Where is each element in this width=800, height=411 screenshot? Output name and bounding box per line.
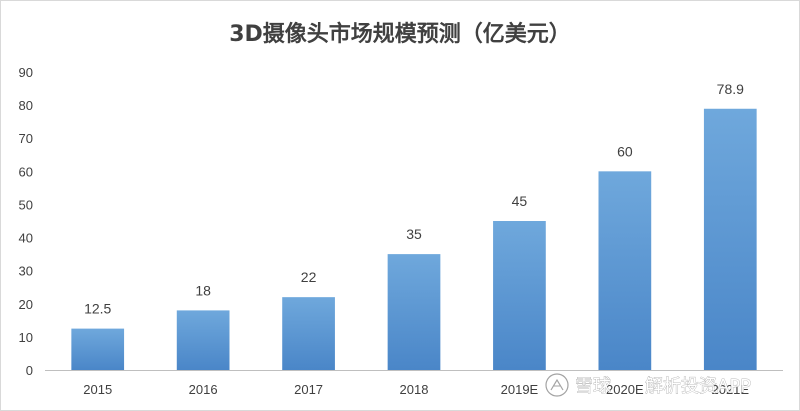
x-tick-label: 2015 <box>83 382 112 397</box>
bar-2015 <box>71 328 125 370</box>
snowball-logo-icon <box>545 373 569 397</box>
y-tick-label: 60 <box>19 164 33 179</box>
x-tick-label: 2020E <box>606 382 644 397</box>
data-label: 12.5 <box>84 301 111 317</box>
data-label: 60 <box>617 143 633 159</box>
bar-2017 <box>282 297 335 370</box>
bar-2018 <box>387 254 441 370</box>
x-tick-label: 2018 <box>400 382 429 397</box>
y-tick-label: 20 <box>19 297 33 312</box>
y-tick-label: 90 <box>19 65 33 80</box>
data-label: 18 <box>195 282 211 298</box>
y-axis-ticks: 0 10 20 30 40 50 60 70 80 90 <box>19 65 33 378</box>
x-tick-label: 2021E <box>711 382 749 397</box>
y-tick-label: 80 <box>19 98 33 113</box>
watermark-brand: 雪球 <box>575 376 611 397</box>
x-tick-label: 2019E <box>501 382 539 397</box>
y-tick-label: 50 <box>19 197 33 212</box>
watermark-text: 解析投资APP <box>645 376 751 397</box>
x-axis-ticks: 2015 2016 2017 2018 2019E 2020E 2021E <box>83 382 749 397</box>
data-label: 35 <box>406 226 422 242</box>
y-tick-label: 30 <box>19 264 33 279</box>
y-tick-label: 40 <box>19 231 33 246</box>
y-tick-label: 10 <box>19 330 33 345</box>
bar-2020E <box>598 171 652 370</box>
bars <box>71 108 757 371</box>
data-label: 45 <box>512 193 528 209</box>
chart-title: 3D摄像头市场规模预测（亿美元） <box>229 21 571 47</box>
data-labels: 12.5 18 22 35 45 60 78.9 <box>84 81 744 317</box>
x-tick-label: 2016 <box>189 382 218 397</box>
data-label: 22 <box>301 269 317 285</box>
y-tick-label: 0 <box>26 363 33 378</box>
bar-2019E <box>493 221 546 370</box>
x-tick-label: 2017 <box>294 382 323 397</box>
bar-2016 <box>176 310 230 370</box>
data-label: 78.9 <box>717 81 744 97</box>
watermark: 雪球 解析投资APP <box>545 373 752 397</box>
bar-2021E <box>703 108 757 371</box>
y-tick-label: 70 <box>19 131 33 146</box>
